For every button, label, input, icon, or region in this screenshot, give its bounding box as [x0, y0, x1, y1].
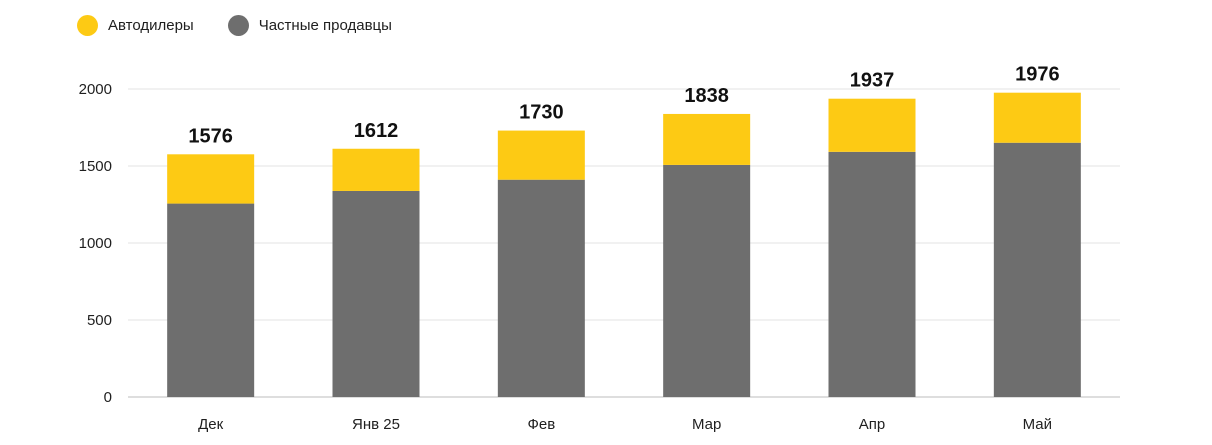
legend-label-private-sellers: Частные продавцы	[258, 17, 392, 34]
bar-dealers	[828, 98, 916, 152]
bar-dealers	[663, 113, 751, 165]
bar-dealers	[993, 92, 1081, 143]
legend-swatch-dealers	[77, 15, 98, 36]
x-tick-label: Мар	[692, 416, 721, 433]
x-tick-label: Фев	[527, 416, 555, 433]
legend-item-dealers: Автодилеры	[77, 15, 194, 36]
bar-dealers	[497, 130, 585, 180]
x-tick-label: Май	[1023, 416, 1052, 433]
bar-dealers	[167, 154, 255, 204]
y-tick-label: 1500	[79, 158, 112, 175]
bar-total-label: 1612	[354, 120, 399, 142]
chart-legend: Автодилеры Частные продавцы	[77, 15, 426, 36]
legend-label-dealers: Автодилеры	[108, 17, 194, 34]
bar-total-label: 1937	[850, 70, 895, 92]
y-tick-label: 500	[87, 312, 112, 329]
bar-total-label: 1576	[188, 125, 233, 147]
bar-private-sellers	[663, 164, 751, 397]
bar-private-sellers	[828, 151, 916, 397]
legend-item-private-sellers: Частные продавцы	[227, 15, 392, 36]
y-tick-label: 0	[104, 389, 112, 406]
x-tick-label: Апр	[859, 416, 885, 433]
bar-private-sellers	[167, 203, 255, 397]
x-tick-label: Дек	[198, 416, 224, 433]
bar-private-sellers	[332, 190, 420, 397]
bar-total-label: 1730	[519, 102, 564, 124]
bar-dealers	[332, 148, 420, 191]
bar-total-label: 1838	[684, 85, 729, 107]
bar-private-sellers	[993, 142, 1081, 397]
legend-swatch-private-sellers	[227, 15, 249, 36]
y-tick-label: 1000	[79, 235, 112, 252]
bar-private-sellers	[497, 179, 585, 397]
x-tick-label: Янв 25	[352, 416, 400, 433]
y-tick-label: 2000	[79, 81, 112, 98]
bar-total-label: 1976	[1015, 64, 1060, 86]
